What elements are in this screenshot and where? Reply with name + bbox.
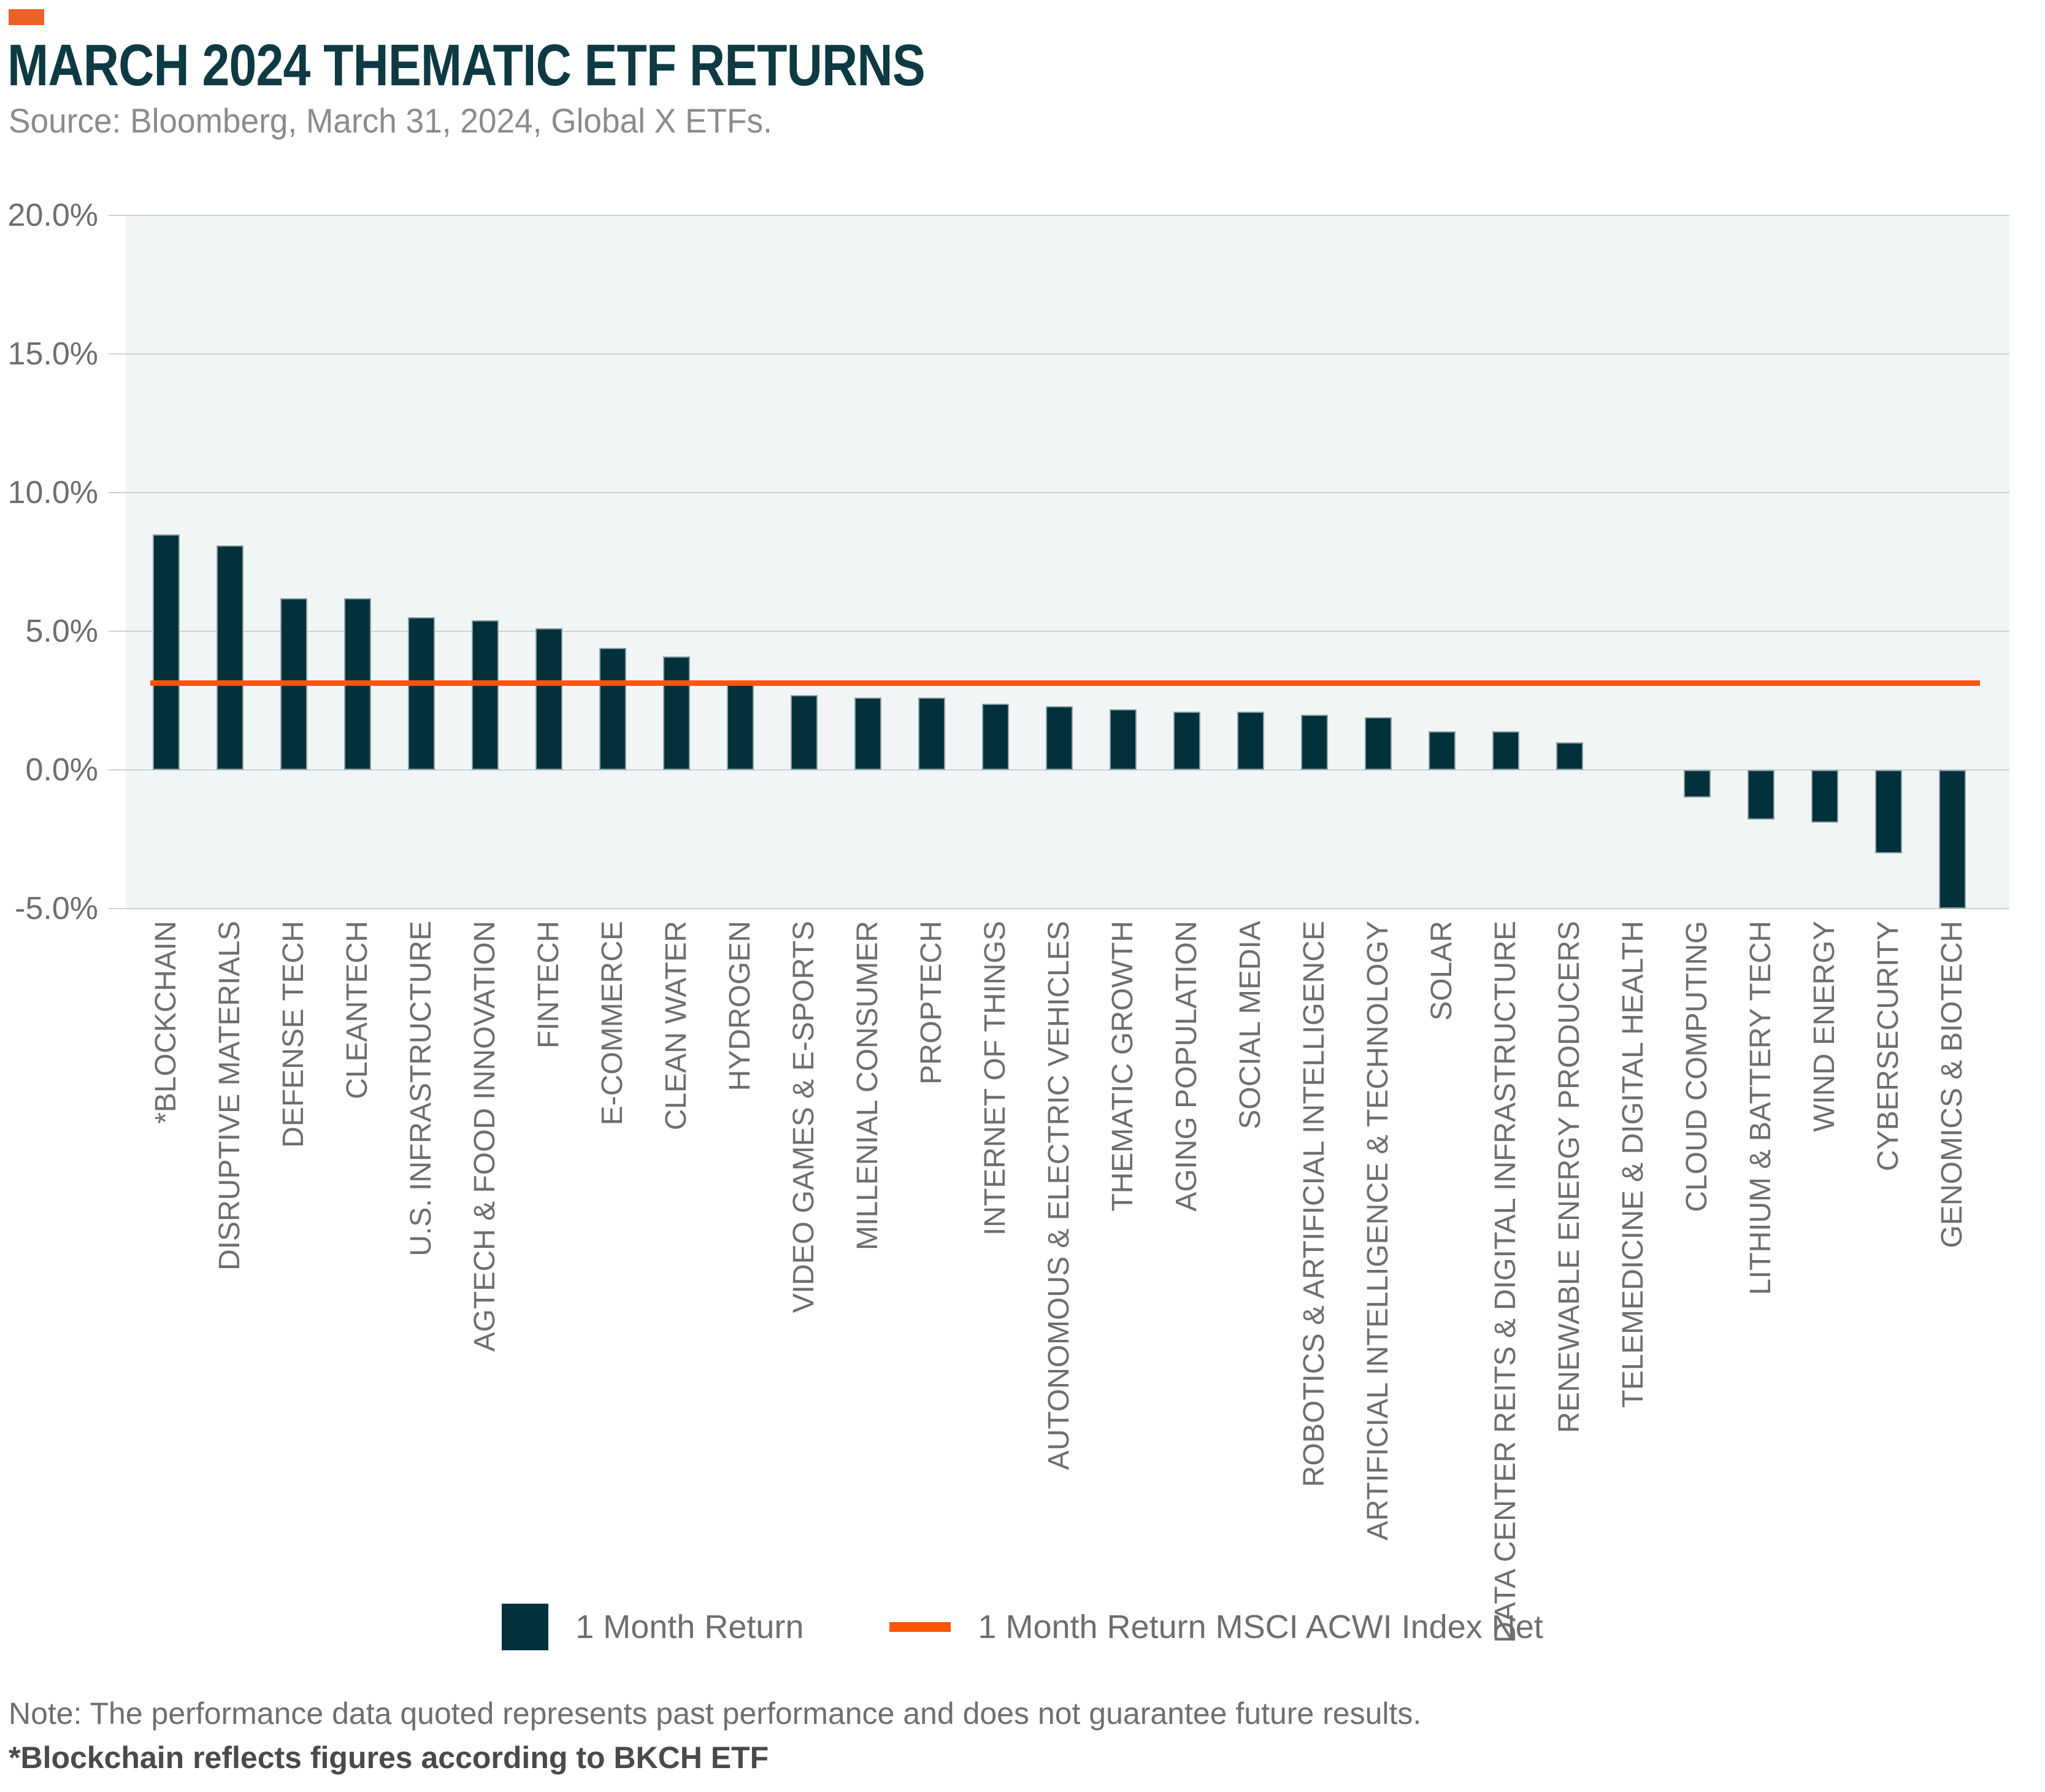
y-tick-label: 0.0%	[25, 752, 98, 788]
x-tick-label: ARTIFICIAL INTELLIGENCE & TECHNOLOGY	[1362, 921, 1394, 1541]
page-title: MARCH 2024 THEMATIC ETF RETURNS	[7, 33, 926, 98]
x-tick-label: DATA CENTER REITS & DIGITAL INFRASTRUCTU…	[1489, 921, 1522, 1643]
y-axis: 20.0% 15.0% 10.0% 5.0% 0.0% -5.0%	[0, 198, 102, 926]
legend: 1 Month Return 1 Month Return MSCI ACWI …	[0, 1595, 2045, 1659]
x-tick-label: WIND ENERGY	[1808, 921, 1841, 1132]
x-tick-label: AGING POPULATION	[1170, 921, 1203, 1212]
x-tick-label: GENOMICS & BIOTECH	[1936, 921, 1968, 1248]
x-tick-label: E-COMMERCE	[596, 921, 629, 1126]
bar	[1556, 742, 1583, 770]
y-gridline	[109, 631, 2009, 632]
bar	[1429, 731, 1456, 770]
benchmark-line	[150, 680, 1980, 686]
legend-bar-label: 1 Month Return	[575, 1609, 804, 1645]
x-tick-label: ROBOTICS & ARTIFICIAL INTELLIGENCE	[1298, 921, 1330, 1487]
bar	[918, 698, 945, 770]
bar	[1748, 770, 1775, 820]
x-tick-label: CLOUD COMPUTING	[1681, 921, 1713, 1212]
y-gridline	[109, 215, 2009, 216]
bar	[472, 620, 499, 770]
bar	[408, 617, 435, 770]
bar	[1875, 770, 1902, 853]
bar	[1492, 731, 1519, 770]
bar	[1365, 717, 1392, 770]
y-tick-label: 20.0%	[7, 198, 98, 233]
x-tick-label: AUTONOMOUS & ELECTRIC VEHICLES	[1043, 921, 1075, 1471]
bar	[1811, 770, 1838, 823]
y-gridline	[109, 908, 2009, 909]
x-tick-label: DEFENSE TECH	[277, 921, 310, 1148]
x-tick-label: FINTECH	[532, 921, 565, 1048]
legend-item-line: 1 Month Return MSCI ACWI Index Net	[889, 1608, 1543, 1646]
x-tick-label: THEMATIC GROWTH	[1107, 921, 1139, 1212]
x-tick-label: *BLOCKCHAIN	[150, 921, 182, 1124]
x-tick-label: SOLAR	[1425, 921, 1458, 1021]
bar	[982, 703, 1009, 770]
source-line: Source: Bloomberg, March 31, 2024, Globa…	[9, 101, 772, 140]
bar	[1173, 712, 1200, 770]
x-tick-label: MILLENIAL CONSUMER	[851, 921, 884, 1250]
y-tick-label: 5.0%	[25, 613, 98, 649]
x-tick-label: RENEWABLE ENERGY PRODUCERS	[1553, 921, 1586, 1433]
x-tick-label: U.S. INFRASTRUCTURE	[405, 921, 437, 1256]
x-tick-label: HYDROGEN	[724, 921, 756, 1091]
bar	[599, 648, 626, 770]
bar	[217, 545, 244, 770]
legend-item-bar: 1 Month Return	[502, 1604, 804, 1650]
y-tick-label: -5.0%	[15, 891, 98, 926]
bar	[663, 656, 690, 770]
plot-area	[109, 215, 2009, 909]
y-gridline	[109, 353, 2009, 355]
x-tick-label: INTERNET OF THINGS	[979, 921, 1011, 1236]
note-text: Note: The performance data quoted repres…	[9, 1696, 1422, 1731]
bar	[1110, 709, 1137, 770]
bar	[1237, 712, 1264, 770]
bar	[854, 698, 881, 770]
x-tick-label: AGTECH & FOOD INNOVATION	[469, 921, 501, 1352]
x-tick-label: TELEMEDICINE & DIGITAL HEALTH	[1617, 921, 1649, 1408]
y-gridline	[109, 769, 2009, 771]
x-axis-labels: *BLOCKCHAIN DISRUPTIVE MATERIALS DEFENSE T…	[126, 909, 2009, 1643]
legend-line-label: 1 Month Return MSCI ACWI Index Net	[978, 1609, 1543, 1645]
y-tick-label: 15.0%	[7, 336, 98, 372]
bar	[1301, 714, 1328, 770]
bar	[791, 694, 818, 770]
bar	[1046, 706, 1073, 770]
x-tick-label: SOCIAL MEDIA	[1234, 921, 1267, 1129]
x-tick-label: DISRUPTIVE MATERIALS	[213, 921, 246, 1271]
x-tick-label: CLEAN WATER	[660, 921, 693, 1131]
footnote-text: *Blockchain reflects figures according t…	[9, 1740, 769, 1775]
x-tick-label: PROPTECH	[915, 921, 948, 1085]
legend-bar-swatch	[502, 1604, 549, 1650]
x-tick-label: CYBERSECURITY	[1872, 921, 1905, 1172]
bar	[153, 534, 180, 770]
bar	[1939, 770, 1966, 909]
x-tick-label: LITHIUM & BATTERY TECH	[1744, 921, 1777, 1295]
x-tick-label: VIDEO GAMES & E-SPORTS	[788, 921, 820, 1313]
bar	[535, 628, 562, 770]
bar	[727, 683, 754, 770]
y-tick-label: 10.0%	[7, 475, 98, 510]
legend-line-swatch	[889, 1622, 951, 1632]
y-gridline	[109, 492, 2009, 493]
bar	[1684, 770, 1711, 798]
x-tick-label: CLEANTECH	[341, 921, 374, 1099]
brand-accent-mark	[9, 9, 44, 25]
